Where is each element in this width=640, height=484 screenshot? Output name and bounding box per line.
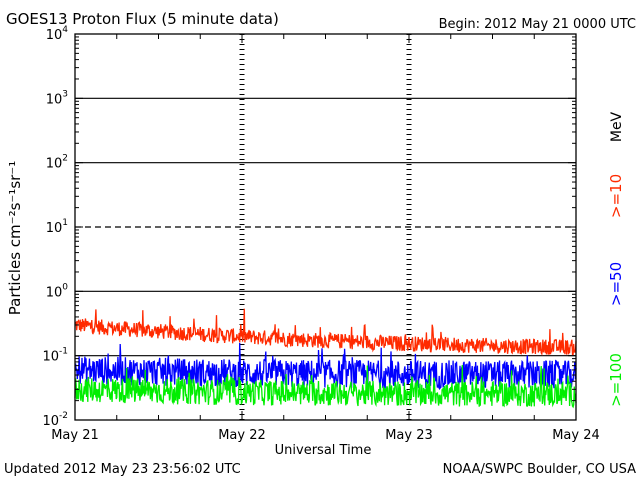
legend-entry: >=10 (607, 174, 625, 218)
unit-label: MeV (609, 111, 625, 142)
x-tick-label: May 22 (218, 428, 266, 443)
series-line-0 (74, 308, 577, 356)
updated-timestamp: Updated 2012 May 23 23:56:02 UTC (4, 462, 241, 477)
chart-title: GOES13 Proton Flux (5 minute data) (6, 10, 279, 28)
series-line-1 (74, 342, 577, 391)
begin-label: Begin: 2012 May 21 0000 UTC (439, 17, 636, 32)
x-tick-label: May 21 (51, 428, 99, 443)
x-tick-label: May 24 (552, 428, 600, 443)
y-axis: 104 103 102 101 100 10-1 10-2 (42, 25, 576, 429)
series-line-2 (74, 364, 577, 409)
y-tick-label: 101 (46, 218, 68, 236)
y-tick-label: 102 (46, 154, 68, 172)
x-axis: May 21 May 22 May 23 May 24 (51, 34, 600, 443)
y-tick-label: 104 (46, 25, 69, 43)
plot-area (74, 34, 577, 420)
y-tick-label: 10-2 (42, 411, 68, 429)
y-tick-label: 103 (46, 89, 68, 107)
legend: >=10 >=50 >=100 (607, 174, 625, 407)
y-tick-label: 10-1 (42, 347, 68, 365)
legend-entry: >=100 (607, 353, 625, 407)
x-tick-label: May 23 (385, 428, 433, 443)
y-tick-label: 100 (46, 282, 69, 300)
credit-label: NOAA/SWPC Boulder, CO USA (443, 462, 636, 477)
y-axis-label: Particles cm⁻²s⁻¹sr⁻¹ (6, 161, 24, 315)
legend-entry: >=50 (607, 262, 625, 306)
x-axis-label: Universal Time (275, 443, 372, 458)
